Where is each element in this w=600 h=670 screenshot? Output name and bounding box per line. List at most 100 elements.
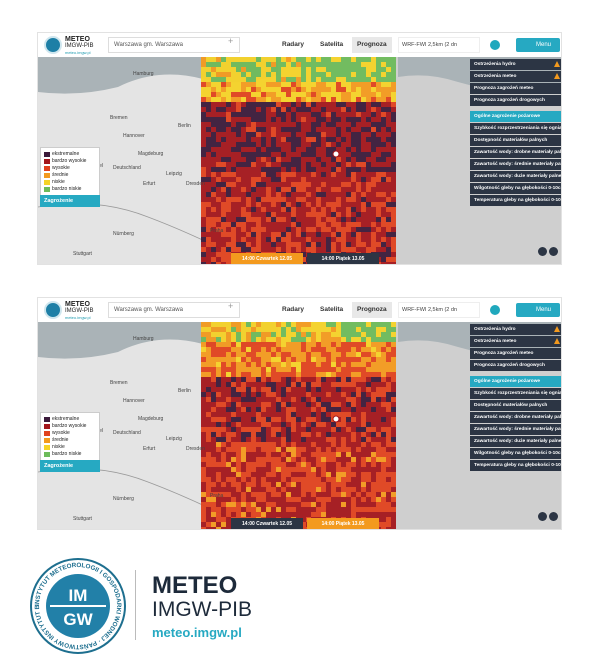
warning-item[interactable]: Ostrzeżenia hydro — [470, 59, 561, 70]
zoom-out — [549, 247, 558, 256]
hazard-cell — [361, 167, 366, 172]
layer-item[interactable]: Dostępność materiałów palnych — [470, 400, 561, 411]
menu-button[interactable]: Menu — [516, 38, 560, 52]
hazard-cell — [236, 402, 241, 407]
time-button[interactable]: 14:00 Piątek 13.05 — [307, 518, 379, 529]
hazard-cell — [221, 372, 226, 377]
hazard-cell — [381, 137, 386, 142]
hazard-cell — [241, 227, 246, 232]
model-select[interactable]: WRF-FWI 2,5km (2 dn — [398, 302, 480, 318]
hazard-cell — [326, 477, 331, 482]
hazard-cell — [366, 217, 371, 222]
time-button[interactable]: 14:00 Piątek 13.05 — [307, 253, 379, 264]
menu-button[interactable]: Menu — [516, 303, 560, 317]
layer-item[interactable]: Zawartość wody: średnie materiały palne — [470, 424, 561, 435]
hazard-cell — [291, 202, 296, 207]
hazard-cell — [331, 202, 336, 207]
layer-item[interactable]: Zawartość wody: drobne materiały palne — [470, 412, 561, 423]
nav-link[interactable]: Radary — [282, 306, 305, 313]
search-box[interactable]: Warszawa gm. Warszawa — [108, 302, 240, 318]
hazard-cell — [301, 57, 306, 62]
nav-link[interactable]: Prognoza — [352, 37, 392, 53]
nav-link[interactable]: Radary — [282, 41, 305, 48]
warning-item[interactable]: Ostrzeżenia meteo — [470, 71, 561, 82]
hazard-cell — [346, 162, 351, 167]
warning-item[interactable]: Ostrzeżenia meteo — [470, 336, 561, 347]
layer-item[interactable]: Temperatura gleby na głębokości 0-10cm — [470, 460, 561, 471]
hazard-cell — [226, 337, 231, 342]
hazard-cell — [296, 162, 301, 167]
hazard-cell — [231, 92, 236, 97]
hazard-cell — [391, 387, 396, 392]
hazard-cell — [256, 202, 261, 207]
hazard-cell — [206, 67, 211, 72]
hazard-cell — [361, 207, 366, 212]
layer-item[interactable]: Ogólne zagrożenie pożarowe — [470, 376, 561, 387]
hazard-cell — [291, 72, 296, 77]
hazard-cell — [226, 437, 231, 442]
forecast-item[interactable]: Prognoza zagrożeń drogowych — [470, 360, 561, 371]
layer-item[interactable]: Zawartość wody: drobne materiały palne — [470, 147, 561, 158]
hazard-cell — [251, 407, 256, 412]
hazard-cell — [276, 507, 281, 512]
hazard-cell — [301, 477, 306, 482]
hazard-cell — [281, 347, 286, 352]
hazard-cell — [356, 207, 361, 212]
hazard-cell — [371, 97, 376, 102]
hazard-cell — [266, 247, 271, 252]
forecast-item[interactable]: Prognoza zagrożeń meteo — [470, 83, 561, 94]
hazard-cell — [366, 172, 371, 177]
hazard-cell — [276, 497, 281, 502]
warning-item[interactable]: Ostrzeżenia hydro — [470, 324, 561, 335]
hazard-cell — [211, 407, 216, 412]
legend-label: wysokie — [52, 165, 70, 171]
hazard-cell — [201, 217, 206, 222]
hazard-cell — [251, 462, 256, 467]
layer-item[interactable]: Zawartość wody: średnie materiały palne — [470, 159, 561, 170]
hazard-cell — [226, 187, 231, 192]
forecast-item[interactable]: Prognoza zagrożeń meteo — [470, 348, 561, 359]
hazard-cell — [201, 257, 206, 262]
model-select[interactable]: WRF-FWI 2,5km (2 dn — [398, 37, 480, 53]
layer-item[interactable]: Wilgotność gleby na głębokości 0-10cm — [470, 183, 561, 194]
hazard-cell — [316, 217, 321, 222]
hazard-cell — [221, 177, 226, 182]
layer-item[interactable]: Zawartość wody: duże materiały palne — [470, 171, 561, 182]
hazard-cell — [381, 162, 386, 167]
layer-item[interactable]: Wilgotność gleby na głębokości 0-10cm — [470, 448, 561, 459]
hazard-cell — [211, 192, 216, 197]
hazard-cell — [206, 252, 211, 257]
hazard-cell — [371, 457, 376, 462]
hazard-cell — [296, 87, 301, 92]
hazard-cell — [321, 232, 326, 237]
search-box[interactable]: Warszawa gm. Warszawa — [108, 37, 240, 53]
layer-item[interactable]: Temperatura gleby na głębokości 0-10cm — [470, 195, 561, 206]
legend-button[interactable]: Zagrożenie — [40, 460, 100, 472]
nav-link[interactable]: Satelita — [320, 306, 344, 313]
layer-item[interactable]: Ogólne zagrożenie pożarowe — [470, 111, 561, 122]
hazard-cell — [281, 157, 286, 162]
hazard-cell — [236, 77, 241, 82]
layer-item[interactable]: Zawartość wody: duże materiały palne — [470, 436, 561, 447]
hazard-cell — [236, 512, 241, 517]
hazard-cell — [371, 117, 376, 122]
hazard-cell — [271, 142, 276, 147]
layer-item[interactable]: Szybkość rozprzestrzeniania się ognia — [470, 388, 561, 399]
time-button[interactable]: 14:00 Czwartek 12.05 — [231, 253, 303, 264]
hazard-cell — [256, 167, 261, 172]
hazard-cell — [261, 362, 266, 367]
hazard-cell — [281, 187, 286, 192]
legend-button[interactable]: Zagrożenie — [40, 195, 100, 207]
nav-link[interactable]: Prognoza — [352, 302, 392, 318]
hazard-cell — [201, 462, 206, 467]
hazard-cell — [321, 207, 326, 212]
time-button[interactable]: 14:00 Czwartek 12.05 — [231, 518, 303, 529]
hazard-cell — [241, 192, 246, 197]
hazard-cell — [286, 327, 291, 332]
forecast-item[interactable]: Prognoza zagrożeń drogowych — [470, 95, 561, 106]
hazard-cell — [346, 227, 351, 232]
layer-item[interactable]: Szybkość rozprzestrzeniania się ognia — [470, 123, 561, 134]
nav-link[interactable]: Satelita — [320, 41, 344, 48]
layer-item[interactable]: Dostępność materiałów palnych — [470, 135, 561, 146]
hazard-cell — [231, 447, 236, 452]
